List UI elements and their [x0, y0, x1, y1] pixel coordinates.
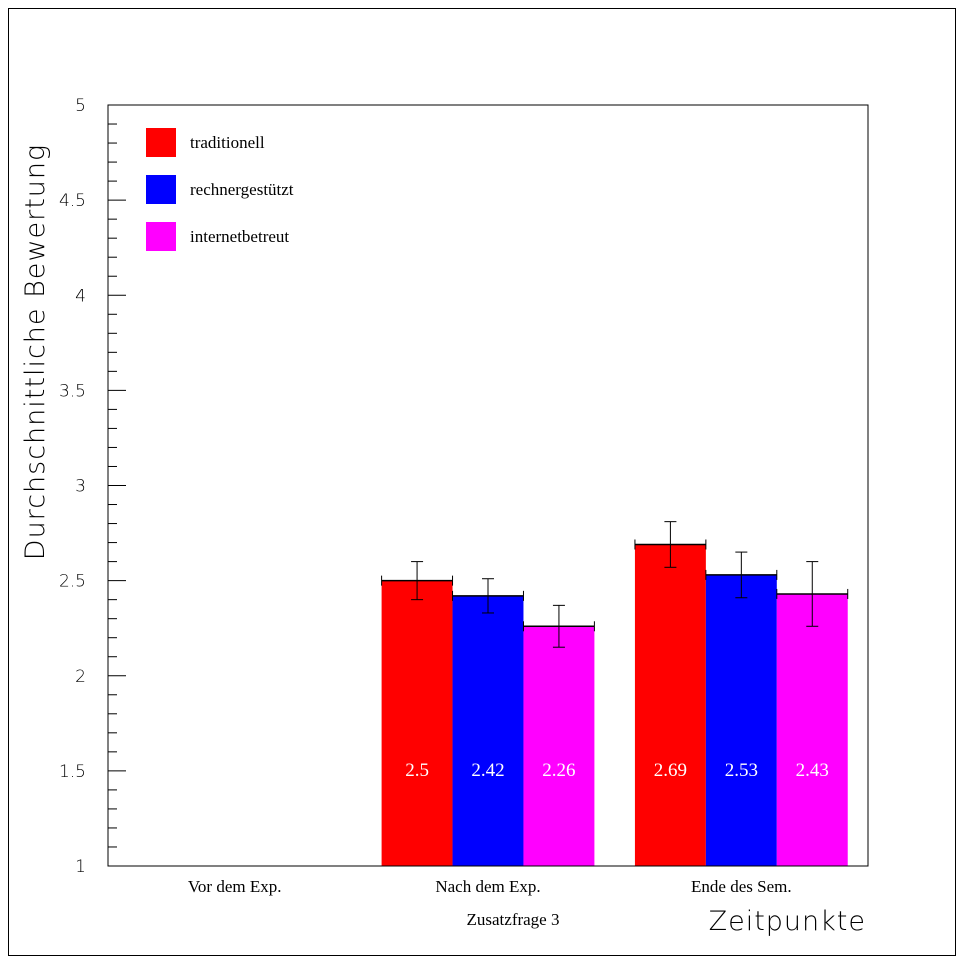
legend-swatch	[146, 175, 176, 204]
y-tick-label: 4.5	[59, 191, 86, 211]
y-tick-label: 3.5	[59, 381, 86, 401]
legend-swatch	[146, 128, 176, 157]
y-tick-label: 5	[75, 96, 86, 116]
bar	[523, 626, 595, 866]
x-tick-label: Vor dem Exp.	[188, 877, 282, 896]
bar	[634, 544, 706, 866]
y-tick-label: 1.5	[59, 762, 86, 782]
legend: traditionell rechnergestützt internetbetre…	[146, 128, 294, 251]
legend-swatch	[146, 222, 176, 251]
bar	[705, 574, 777, 866]
value-labels-layer: 2.5 2.69 2.42 2.53 2.26 2.43	[405, 760, 829, 781]
bars-layer	[381, 539, 849, 866]
bar-value-label: 2.53	[725, 760, 758, 781]
bar-value-label: 2.43	[796, 760, 829, 781]
x-tick-label: Ende des Sem.	[691, 877, 792, 896]
bar	[776, 593, 848, 866]
y-tick-label: 3	[75, 477, 86, 497]
bar-value-label: 2.5	[405, 760, 429, 781]
y-tick-label: 2.5	[59, 572, 86, 592]
bar-value-label: 2.69	[654, 760, 687, 781]
errorbars-layer	[411, 521, 819, 648]
bar	[452, 595, 524, 866]
x-axis: Vor dem Exp. Nach dem Exp. Ende des Sem.	[188, 877, 792, 896]
legend-label: traditionell	[190, 133, 265, 152]
y-tick-label: 1	[75, 857, 86, 877]
x-axis-title: Zeitpunkte	[709, 906, 866, 937]
bar-value-label: 2.42	[471, 760, 504, 781]
legend-label: internetbetreut	[190, 227, 289, 246]
y-axis: 1 1.5 2 2.5 3 3.5 4 4.5 5	[59, 96, 126, 877]
legend-label: rechnergestützt	[190, 180, 294, 199]
bar	[381, 580, 453, 866]
y-axis-title: Durchschnittliche Bewertung	[20, 144, 51, 560]
y-tick-label: 2	[75, 667, 86, 687]
bar-value-label: 2.26	[542, 760, 575, 781]
y-tick-label: 4	[75, 286, 86, 306]
x-tick-label: Nach dem Exp.	[435, 877, 540, 896]
chart-subtitle: Zusatzfrage 3	[467, 910, 560, 929]
